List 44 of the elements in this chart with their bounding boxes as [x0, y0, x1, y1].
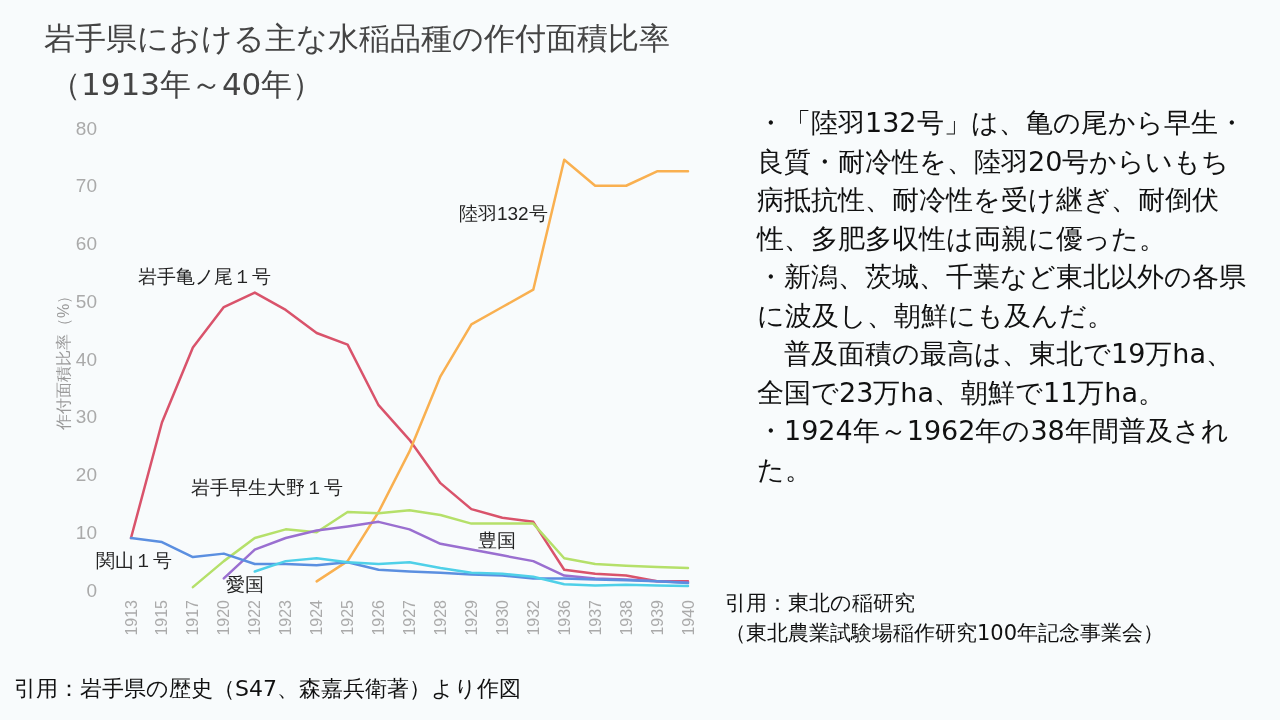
series-label: 岩手亀ノ尾１号 [138, 265, 272, 287]
x-tick-label: 1925 [339, 599, 357, 636]
y-tick-label: 0 [86, 579, 97, 601]
chart-subtitle: （1913年～40年） [50, 65, 324, 104]
y-tick-label: 60 [75, 233, 97, 254]
x-tick-label: 1929 [462, 599, 480, 636]
y-tick-label: 40 [75, 348, 97, 370]
x-tick-label: 1917 [184, 599, 202, 636]
x-tick-label: 1926 [370, 599, 388, 636]
x-tick-label: 1939 [648, 599, 666, 636]
x-tick-label: 1923 [277, 599, 295, 636]
x-tick-label: 1930 [493, 599, 511, 636]
text: ・新潟、茨城、千葉など東北以外の各県に波及し、朝鮮にも及んだ。 [757, 260, 1247, 333]
x-tick-label: 1913 [122, 599, 140, 636]
series-label: 豊国 [478, 530, 517, 552]
x-tick-label: 1940 [679, 599, 697, 636]
series-label: 陸羽132号 [458, 202, 548, 224]
x-tick-label: 1938 [617, 599, 635, 636]
y-tick-label: 80 [75, 117, 97, 139]
text: 普及面積の最高は、東北で19万ha、全国で23万ha、朝鮮で11万ha。 [757, 337, 1234, 410]
chart-title: 岩手県における主な水稲品種の作付面積比率 [44, 19, 670, 58]
x-tick-label: 1928 [431, 599, 449, 636]
x-tick-label: 1932 [524, 599, 542, 636]
text: （東北農業試験場稲作研究100年記念事業会） [725, 620, 1165, 647]
y-tick-label: 30 [75, 406, 97, 428]
y-tick-label: 10 [75, 521, 97, 543]
y-axis-title: 作付面積比率（%） [55, 287, 73, 432]
series-label: 岩手早生大野１号 [190, 477, 343, 499]
text: ・1924年～1962年の38年間普及された。 [757, 414, 1230, 487]
x-tick-label: 1936 [555, 599, 573, 636]
x-tick-label: 1927 [401, 599, 418, 636]
x-tick-label: 1920 [215, 599, 233, 636]
series-label: 関山１号 [96, 550, 172, 572]
x-tick-label: 1922 [246, 599, 264, 636]
text: 引用：東北の稲研究 [725, 590, 916, 617]
series-label: 愛国 [225, 573, 264, 595]
y-tick-label: 50 [75, 290, 97, 312]
x-tick-label: 1924 [308, 599, 326, 636]
text: 引用：岩手県の歴史（S47、森嘉兵衛著）より作図 [14, 675, 521, 703]
text: ・「陸羽132号」は、亀の尾から早生・良質・耐冷性を、陸羽20号からいもち病抵抗性、耐冷性を受け継ぎ、耐倒伏性、多肥多収性は両親に優った。 [757, 106, 1246, 256]
x-tick-label: 1937 [586, 599, 604, 636]
y-tick-label: 70 [75, 175, 97, 197]
x-tick-label: 1915 [153, 599, 171, 636]
y-tick-label: 20 [75, 464, 97, 485]
